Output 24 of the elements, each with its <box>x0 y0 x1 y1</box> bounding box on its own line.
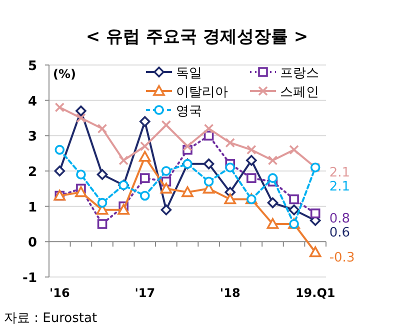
y-tick-label: 3 <box>28 130 37 145</box>
x-tick-label: '18 <box>220 286 240 300</box>
x-tick-label: '16 <box>49 286 70 300</box>
legend-label: 이탈리아 <box>176 85 228 100</box>
x-tick-label: '17 <box>134 286 156 300</box>
data-label: 2.1 <box>329 179 350 194</box>
legend-label: 스페인 <box>280 85 319 100</box>
x-tick-label: 19.Q1 <box>295 286 336 300</box>
y-tick-label: -1 <box>22 271 37 286</box>
y-axis-title: (%) <box>53 67 76 81</box>
data-label: 0.8 <box>329 211 350 226</box>
legend-label: 독일 <box>176 66 202 81</box>
y-tick-label: 0 <box>28 236 37 251</box>
data-label: -0.3 <box>329 250 355 266</box>
legend-label: 프랑스 <box>280 66 319 81</box>
legend-label: 영국 <box>176 104 202 119</box>
y-tick-label: 1 <box>28 200 37 216</box>
data-label: 2.1 <box>329 165 350 180</box>
chart-title: < 유럽 주요국 경제성장률 > <box>86 27 308 47</box>
data-label: 0.6 <box>329 225 350 240</box>
y-tick-label: 5 <box>28 59 37 74</box>
y-tick-label: 2 <box>28 165 37 180</box>
text: 자료 : Eurostat <box>4 311 98 326</box>
y-tick-label: 4 <box>28 94 37 110</box>
